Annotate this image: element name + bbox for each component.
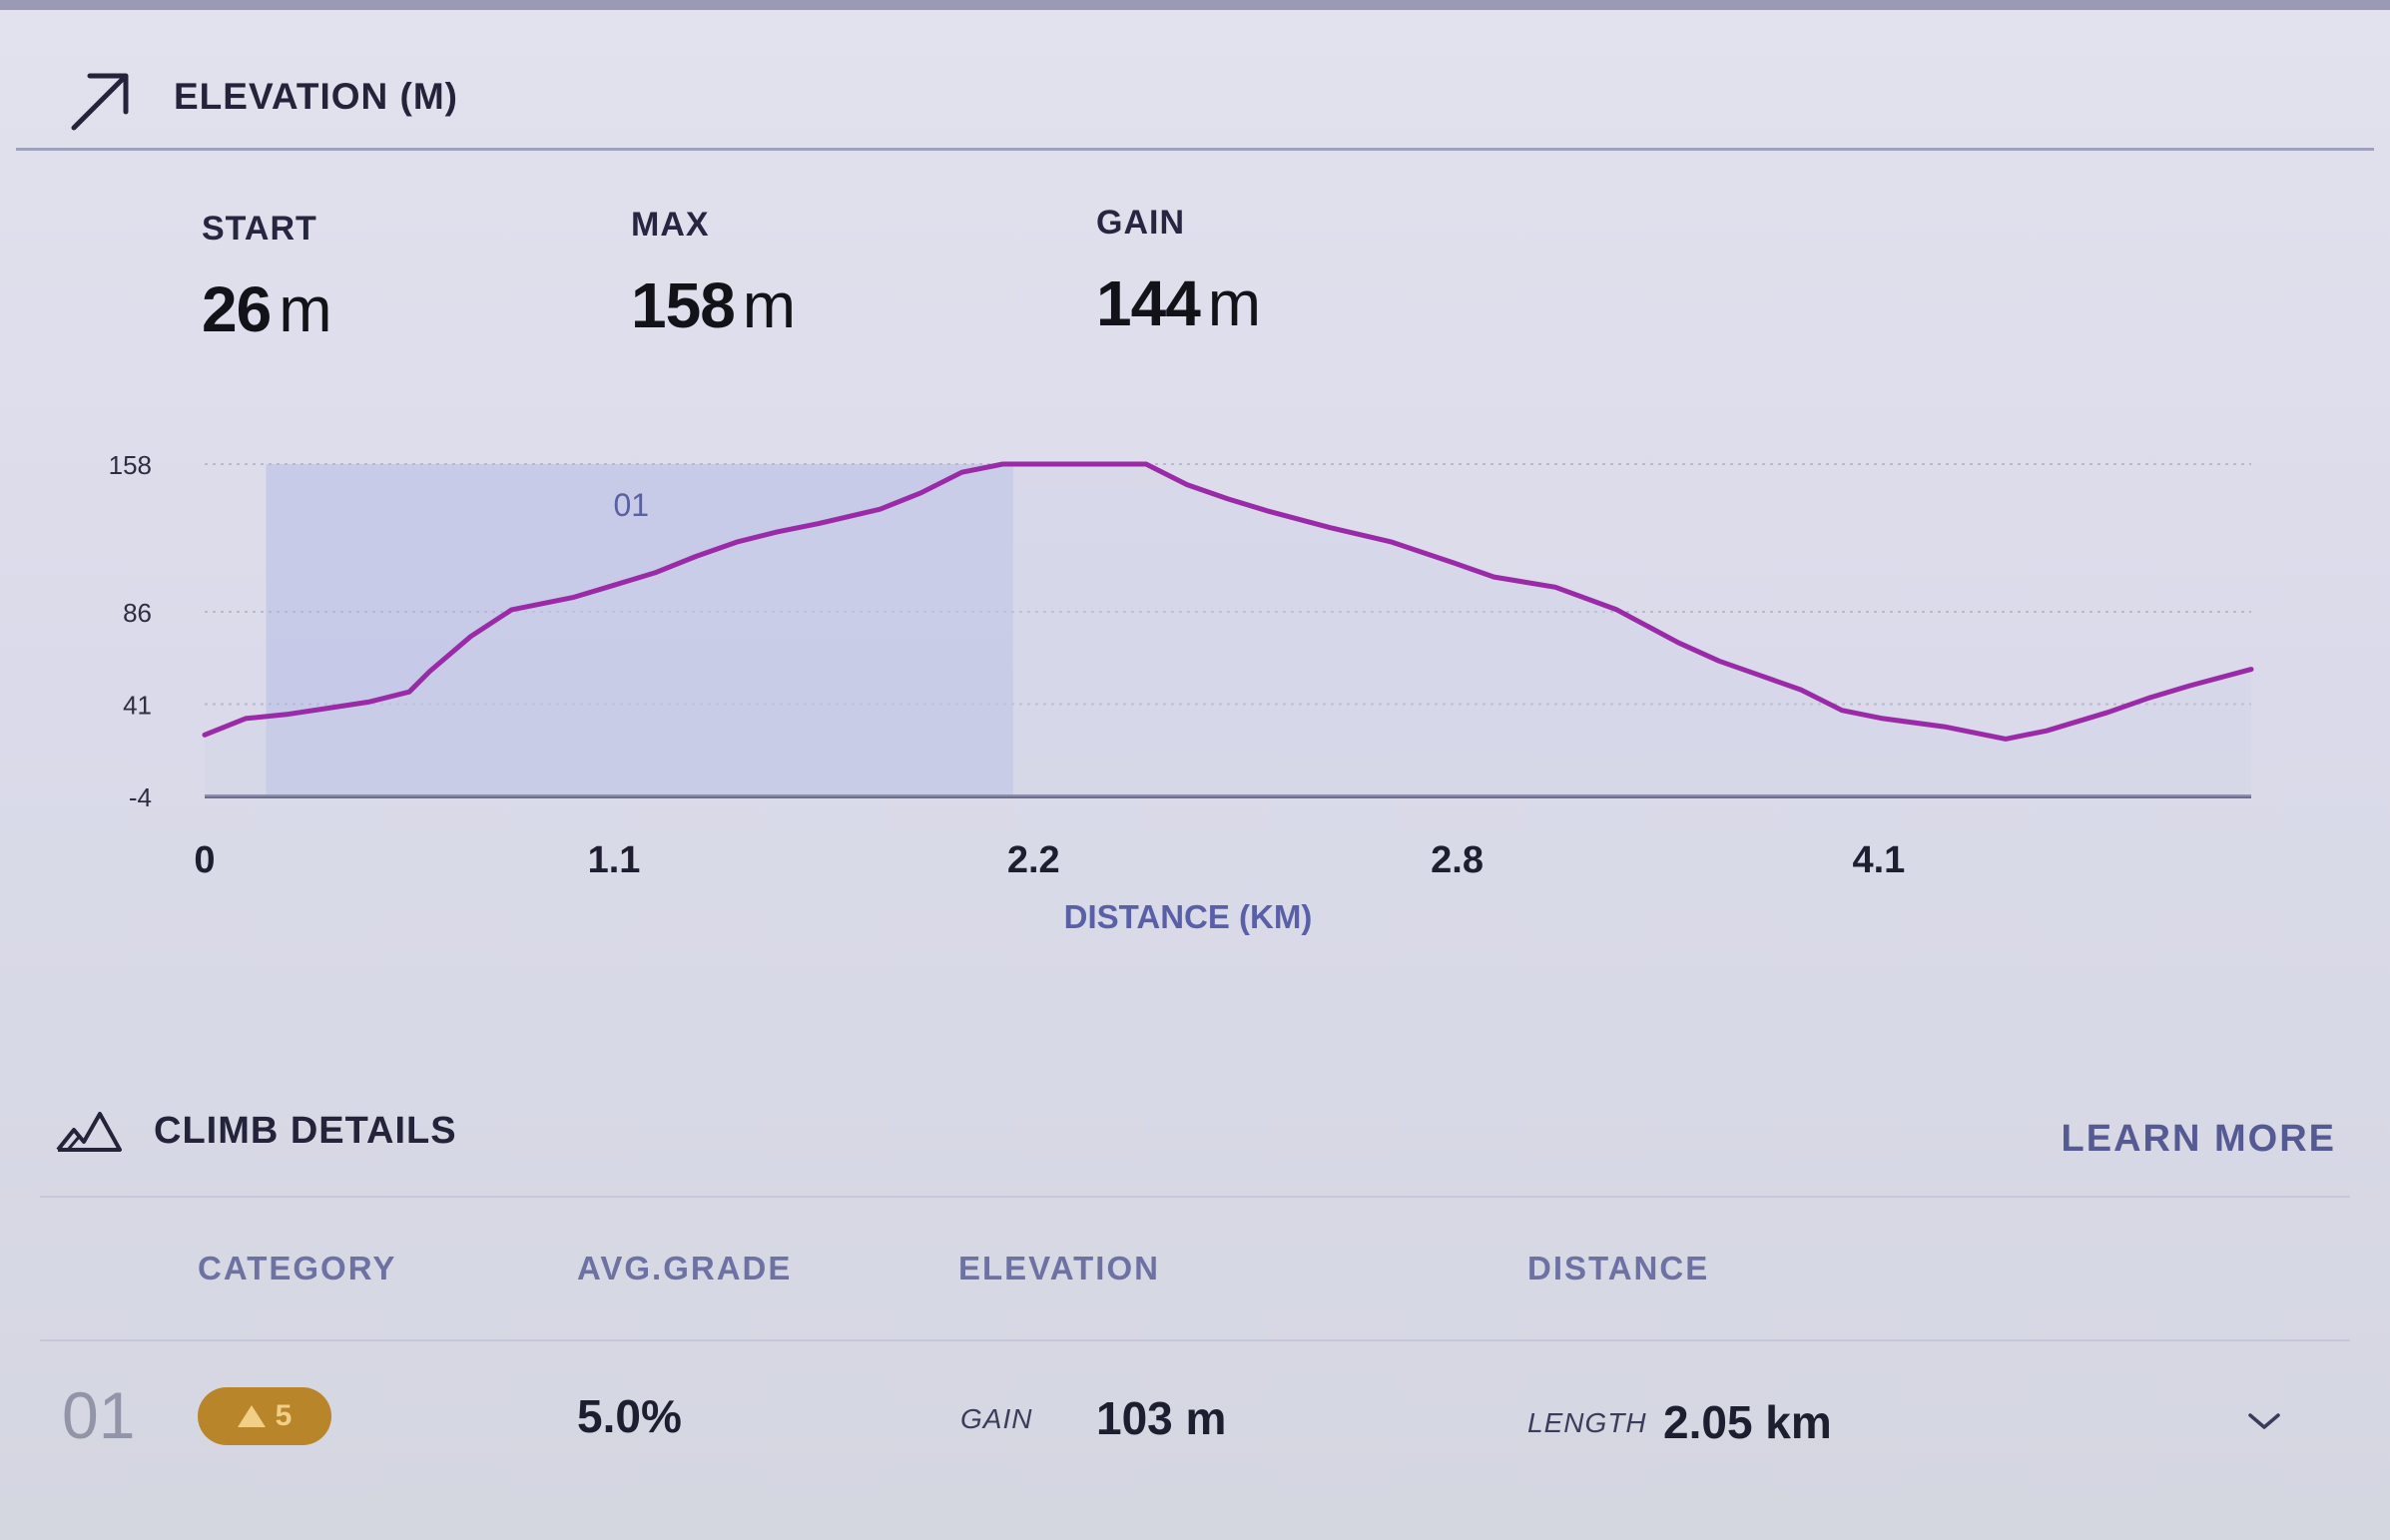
- elevation-title: ELEVATION (M): [174, 76, 458, 117]
- learn-more-link[interactable]: LEARN MORE: [2061, 1118, 2336, 1160]
- gain-value: 103 m: [1096, 1392, 1227, 1444]
- mountain-icon: [237, 1405, 266, 1427]
- top-border: [0, 0, 2390, 10]
- stat-gain: GAIN 144 m: [1096, 204, 1261, 340]
- column-header-distance: DISTANCE: [1527, 1250, 1710, 1286]
- climb-segment-label: 01: [614, 487, 650, 523]
- mountain-outline-icon: [56, 1112, 122, 1152]
- column-header-elevation: ELEVATION: [958, 1250, 1160, 1286]
- elevation-area: [205, 464, 2251, 796]
- stat-start-value: 26 m: [202, 273, 332, 345]
- x-tick-label: 2.8: [1431, 839, 1484, 881]
- elevation-line: [202, 461, 2254, 742]
- stat-start-label: START: [202, 210, 317, 248]
- x-tick-label: 1.1: [588, 839, 641, 881]
- climb-index: 01: [62, 1378, 136, 1452]
- x-tick-label: 4.1: [1852, 839, 1905, 881]
- arrow-up-right-icon: [71, 73, 129, 131]
- gain-label: GAIN: [960, 1403, 1033, 1434]
- divider: [40, 1339, 2350, 1341]
- climb-details-title: CLIMB DETAILS: [154, 1110, 457, 1152]
- elevation-header: ELEVATION (M): [16, 14, 2374, 151]
- divider: [40, 1196, 2350, 1198]
- y-tick-label: 41: [123, 691, 152, 721]
- x-tick-label: 0: [194, 839, 215, 881]
- category-value: 5: [275, 1399, 293, 1432]
- y-tick-label: -4: [129, 782, 152, 812]
- elevation-chart[interactable]: 01 158 86 41 -4 0 1.1 2.2 2.8 4.1 DISTANCE (KM): [0, 419, 2390, 938]
- stat-gain-label: GAIN: [1096, 204, 1185, 242]
- stat-gain-value: 144 m: [1096, 267, 1261, 339]
- length-value: 2.05 km: [1663, 1396, 1832, 1448]
- climb-segment-highlight: [266, 464, 1013, 796]
- chevron-down-icon[interactable]: [2246, 1409, 2282, 1433]
- stat-start: START 26 m: [202, 210, 332, 346]
- y-tick-label: 158: [109, 450, 152, 480]
- y-tick-label: 86: [123, 598, 152, 628]
- length-label: LENGTH: [1527, 1407, 1647, 1438]
- column-header-category: CATEGORY: [198, 1250, 397, 1286]
- stat-max-value: 158 m: [631, 269, 796, 341]
- x-axis-title: DISTANCE (KM): [1064, 898, 1313, 935]
- stat-max: MAX 158 m: [631, 206, 796, 342]
- stat-max-label: MAX: [631, 206, 710, 244]
- avg-grade-value: 5.0%: [577, 1390, 682, 1442]
- column-header-avg-grade: AVG.GRADE: [577, 1250, 793, 1286]
- category-badge: 5: [198, 1387, 331, 1445]
- climb-details-header: CLIMB DETAILS LEARN MORE: [0, 1088, 2390, 1188]
- x-tick-label: 2.2: [1007, 839, 1060, 881]
